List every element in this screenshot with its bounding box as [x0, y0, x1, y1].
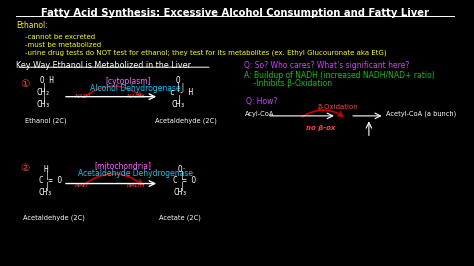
Text: [mitochondria]: [mitochondria]: [94, 161, 151, 171]
FancyArrowPatch shape: [302, 110, 343, 117]
Text: Acetyl-CoA (a bunch): Acetyl-CoA (a bunch): [386, 111, 456, 117]
Text: CH₂: CH₂: [36, 89, 50, 98]
Text: CH₃: CH₃: [171, 100, 185, 109]
Text: Ethanol (2C): Ethanol (2C): [25, 117, 67, 124]
Text: |: |: [42, 95, 47, 104]
Text: Ethanol:: Ethanol:: [16, 20, 48, 30]
Text: C = O: C = O: [38, 176, 62, 185]
Text: no β-ox: no β-ox: [306, 125, 336, 131]
Text: O H: O H: [40, 76, 54, 85]
Text: |: |: [42, 83, 47, 92]
Text: CH₃: CH₃: [38, 188, 53, 197]
Text: Alcohol Dehydrogenase: Alcohol Dehydrogenase: [90, 84, 181, 93]
Text: |: |: [177, 95, 182, 104]
Text: |: |: [180, 171, 185, 180]
Text: Acyl-CoA: Acyl-CoA: [245, 111, 274, 117]
Text: C = O: C = O: [173, 176, 196, 185]
Text: Fatty Acid Synthesis: Excessive Alcohol Consumption and Fatty Liver: Fatty Acid Synthesis: Excessive Alcohol …: [41, 8, 429, 18]
Text: CH₃: CH₃: [36, 100, 50, 109]
Text: Acetaldehyde (2C): Acetaldehyde (2C): [23, 214, 85, 221]
Text: Key Way Ethanol is Metabolized in the Liver: Key Way Ethanol is Metabolized in the Li…: [16, 61, 191, 70]
Text: CH₃: CH₃: [173, 188, 187, 197]
Text: Acetaldehyde Dehydrogenase: Acetaldehyde Dehydrogenase: [78, 168, 193, 177]
Text: |: |: [180, 182, 185, 192]
Text: NADH: NADH: [127, 183, 145, 188]
FancyArrowPatch shape: [83, 174, 142, 185]
Text: ||: ||: [176, 83, 185, 92]
Text: O: O: [176, 76, 181, 85]
Text: O⁻: O⁻: [178, 165, 187, 174]
Text: NAD⁺: NAD⁺: [74, 94, 91, 99]
Text: Acetaldehyde (2C): Acetaldehyde (2C): [155, 117, 218, 124]
Text: -Inhibits β-Oxidation: -Inhibits β-Oxidation: [244, 79, 332, 88]
Text: c - H: c - H: [170, 89, 193, 98]
Text: |: |: [45, 182, 50, 192]
Text: H: H: [44, 165, 48, 174]
FancyArrowPatch shape: [83, 86, 142, 98]
Text: NADH: NADH: [127, 94, 145, 99]
Text: ②: ②: [20, 163, 29, 173]
Text: [cytoplasm]: [cytoplasm]: [106, 77, 151, 86]
Text: -cannot be excreted: -cannot be excreted: [25, 34, 95, 40]
Text: |: |: [45, 171, 50, 180]
Text: Q: How?: Q: How?: [246, 97, 277, 106]
Text: Q: So? Who cares? What's significant here?: Q: So? Who cares? What's significant her…: [244, 61, 409, 70]
Text: -urine drug tests do NOT test for ethanol; they test for its metabolites (ex. Et: -urine drug tests do NOT test for ethano…: [25, 49, 387, 56]
Text: Acetate (2C): Acetate (2C): [159, 214, 201, 221]
Text: A: Buildup of NADH (increased NADH/NAD+ ratio): A: Buildup of NADH (increased NADH/NAD+ …: [244, 71, 435, 80]
Text: NAD⁺: NAD⁺: [74, 183, 91, 188]
Text: β-Oxidation: β-Oxidation: [318, 104, 358, 110]
Text: -must be metabolized: -must be metabolized: [25, 42, 101, 48]
Text: ①: ①: [20, 79, 29, 89]
